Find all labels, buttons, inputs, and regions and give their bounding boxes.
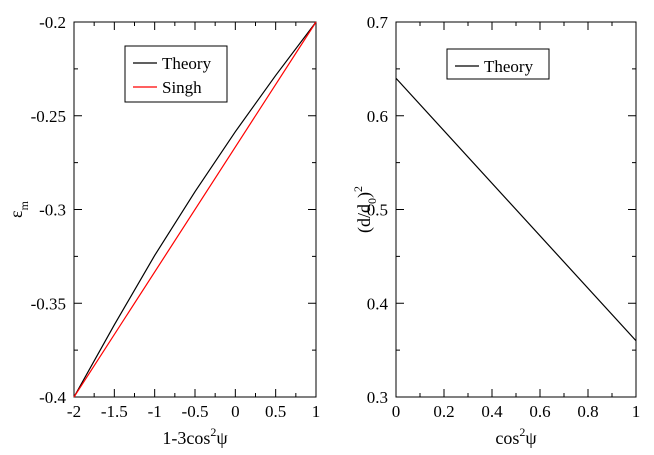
x-tick-label: 0.2 <box>433 402 454 421</box>
x-tick-label: 0.4 <box>481 402 503 421</box>
series-line-theory <box>395 77 637 342</box>
x-axis-title: 1-3cos2ψ <box>162 425 228 448</box>
legend-box <box>124 45 228 103</box>
y-axis-title: (d/d0)2 <box>351 186 379 233</box>
x-axis-title-base: cos <box>495 428 519 448</box>
x-axis-title-base: 1-3cos <box>162 428 210 448</box>
x-tick-label: 0.6 <box>529 402 550 421</box>
x-tick-label: -0.5 <box>182 402 209 421</box>
legend: Theory Singh <box>124 45 228 103</box>
x-tick-label: -2 <box>67 402 81 421</box>
legend-label: Singh <box>162 78 202 97</box>
x-tick-label: 0.8 <box>577 402 598 421</box>
x-tick-label: 1 <box>632 402 641 421</box>
y-axis-title-base: (d/d <box>354 204 375 233</box>
y-axis-title: εm <box>6 200 31 218</box>
y-axis-title-sup: 2 <box>351 186 365 192</box>
x-tick-label: 0 <box>392 402 401 421</box>
x-axis-title-tail: ψ <box>525 428 537 448</box>
y-tick-label: -0.4 <box>39 388 66 407</box>
legend: Theory <box>446 48 550 80</box>
legend-label: Theory <box>162 54 212 73</box>
y-tick-label: -0.25 <box>31 107 66 126</box>
y-tick-label: 0.4 <box>367 294 389 313</box>
x-axis-title: cos2ψ <box>495 425 537 448</box>
series-line-singh <box>73 21 317 398</box>
x-tick-label: -1 <box>148 402 162 421</box>
x-axis-title-tail: ψ <box>216 428 228 448</box>
x-axis-title-sup: 2 <box>519 425 525 439</box>
series-line-theory <box>73 21 317 398</box>
legend-box <box>446 48 550 80</box>
y-axis-title-sub: m <box>17 200 31 210</box>
y-tick-label: 0.7 <box>367 13 389 32</box>
y-axis-title-sub: 0 <box>365 198 379 204</box>
x-tick-label: -1.5 <box>101 402 128 421</box>
x-tick-label: 0 <box>231 402 240 421</box>
y-tick-label: 0.5 <box>367 201 388 220</box>
x-axis-title-sup: 2 <box>210 425 216 439</box>
y-tick-label: 0.3 <box>367 388 388 407</box>
chart-2: 0 0.2 0.4 0.6 0.8 10.30.40.50.60.7Theorycos2ψ… <box>351 13 640 448</box>
y-tick-label: 0.6 <box>367 107 388 126</box>
y-tick-label: -0.3 <box>39 201 66 220</box>
legend-label: Theory <box>484 57 534 76</box>
chart-1: -2 -1.5 -1 -0.5 0 0.5 1 -0.4 -0.35 -0.3 -0.25 -0.2 T… <box>6 13 320 448</box>
y-axis-title-base: ε <box>6 210 26 218</box>
x-tick-label: 0.5 <box>265 402 286 421</box>
y-tick-label: -0.35 <box>31 294 66 313</box>
y-tick-label: -0.2 <box>39 13 66 32</box>
x-tick-label: 1 <box>312 402 321 421</box>
y-axis-title-mid: ) <box>354 192 375 198</box>
